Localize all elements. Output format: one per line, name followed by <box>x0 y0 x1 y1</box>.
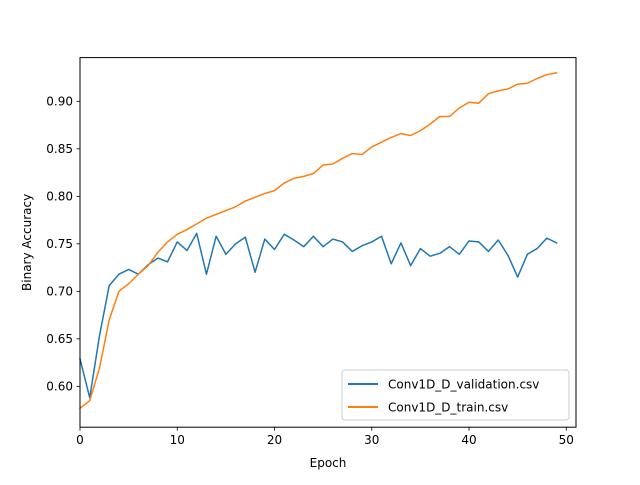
x-tick-label: 30 <box>364 433 379 447</box>
y-tick-label: 0.70 <box>46 285 73 299</box>
x-tick-label: 20 <box>267 433 282 447</box>
plot-frame <box>79 57 577 428</box>
y-ticks: 0.60 0.65 0.70 0.75 0.80 0.85 0.90 <box>46 95 80 394</box>
y-tick-label: 0.90 <box>46 95 73 109</box>
series-layer <box>78 71 558 410</box>
series-line-validation <box>79 232 558 399</box>
x-tick-label: 50 <box>559 433 574 447</box>
legend-label-train: Conv1D_D_train.csv <box>388 401 508 415</box>
legend-box <box>341 369 570 421</box>
y-tick-label: 0.75 <box>46 237 73 251</box>
x-axis-label: Epoch <box>310 456 347 470</box>
x-tick-label: 40 <box>461 433 476 447</box>
series-line-train <box>78 71 558 410</box>
y-axis-label: Binary Accuracy <box>20 194 34 291</box>
y-tick-label: 0.85 <box>46 142 73 156</box>
legend-label-validation: Conv1D_D_validation.csv <box>388 378 539 392</box>
x-ticks: 0 10 20 30 40 50 <box>76 427 574 447</box>
y-tick-label: 0.65 <box>46 332 73 346</box>
x-tick-label: 0 <box>76 433 84 447</box>
legend: Conv1D_D_validation.csv Conv1D_D_train.c… <box>341 369 570 421</box>
x-tick-label: 10 <box>170 433 185 447</box>
y-tick-label: 0.80 <box>46 190 73 204</box>
y-tick-label: 0.60 <box>46 380 73 394</box>
